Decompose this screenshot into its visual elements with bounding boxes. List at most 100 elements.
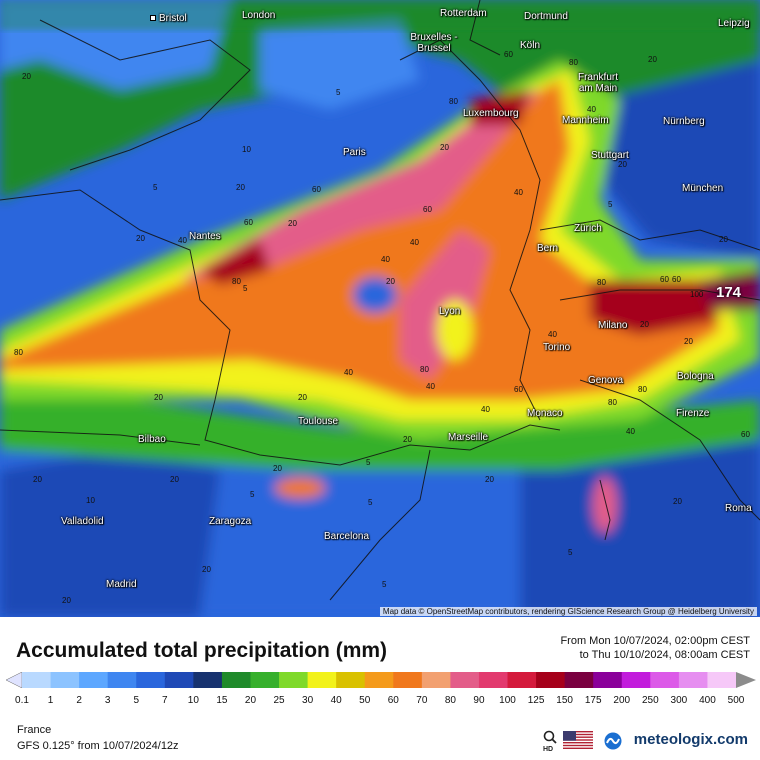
contour-label: 20 xyxy=(202,565,211,574)
contour-label: 20 xyxy=(386,277,395,286)
legend-tick-label: 1 xyxy=(47,695,54,706)
max-value-label: 174 xyxy=(716,284,742,301)
legend-cell xyxy=(336,672,366,688)
legend-cell xyxy=(221,672,251,688)
contour-label: 10 xyxy=(242,145,251,154)
city-munchen[interactable]: München xyxy=(682,183,724,194)
contour-label: 80 xyxy=(420,365,429,374)
city-bruxelles[interactable]: Bruxelles - Brussel xyxy=(410,32,458,54)
city-rotterdam[interactable]: Rotterdam xyxy=(440,8,487,19)
city-marseille[interactable]: Marseille xyxy=(448,432,489,443)
legend-cell xyxy=(393,672,423,688)
city-frankfurt[interactable]: Frankfurt am Main xyxy=(577,72,618,94)
legend-cell xyxy=(621,672,651,688)
time-range-from: From Mon 10/07/2024, 02:00pm CEST xyxy=(560,635,750,647)
contour-label: 80 xyxy=(14,348,23,357)
city-roma[interactable]: Roma xyxy=(725,503,752,514)
contour-label: 40 xyxy=(381,255,390,264)
city-london[interactable]: London xyxy=(242,10,276,21)
legend-tick-label: 50 xyxy=(359,695,371,706)
zoom-hd-icon[interactable]: HD xyxy=(542,730,558,752)
contour-label: 5 xyxy=(366,458,371,467)
legend-tick-label: 30 xyxy=(302,695,314,706)
contour-label: 20 xyxy=(170,475,179,484)
contour-label: 20 xyxy=(62,596,71,605)
city-leipzig[interactable]: Leipzig xyxy=(718,18,750,29)
contour-label: 40 xyxy=(344,368,353,377)
legend-cell xyxy=(22,672,52,688)
time-range-to: to Thu 10/10/2024, 08:00am CEST xyxy=(579,649,750,661)
legend-tick-label: 175 xyxy=(584,695,602,706)
time-range: From Mon 10/07/2024, 02:00pm CEST to Thu… xyxy=(560,634,750,662)
city-koln[interactable]: Köln xyxy=(520,40,541,51)
contour-label: 40 xyxy=(410,238,419,247)
city-luxembourg[interactable]: Luxembourg xyxy=(463,108,519,119)
contour-label: 20 xyxy=(288,219,297,228)
city-milano[interactable]: Milano xyxy=(598,320,628,331)
legend-tick-label: 60 xyxy=(387,695,399,706)
legend-cell xyxy=(79,672,109,688)
city-paris[interactable]: Paris xyxy=(343,147,366,158)
legend-tick-label: 300 xyxy=(670,695,688,706)
city-madrid[interactable]: Madrid xyxy=(106,579,137,590)
legend-cell xyxy=(107,672,137,688)
legend-tick-label: 20 xyxy=(244,695,257,706)
contour-label: 5 xyxy=(153,183,158,192)
legend-tick-label: 70 xyxy=(416,695,428,706)
city-bilbao[interactable]: Bilbao xyxy=(138,434,166,445)
contour-label: 60 xyxy=(312,185,321,194)
contour-label: 60 xyxy=(672,275,681,284)
svg-text:HD: HD xyxy=(543,746,553,752)
legend-tick-label: 7 xyxy=(162,695,168,706)
city-nurnberg[interactable]: Nürnberg xyxy=(663,116,705,127)
city-mannheim[interactable]: Mannheim xyxy=(562,115,609,126)
legend-tick-label: 25 xyxy=(273,695,285,706)
city-barcelona[interactable]: Barcelona xyxy=(324,531,370,542)
legend-cell xyxy=(593,672,623,688)
legend-tick-label: 40 xyxy=(330,695,342,706)
legend-tick-label: 100 xyxy=(499,695,516,706)
contour-label: 20 xyxy=(236,183,245,192)
precipitation-field xyxy=(0,0,760,617)
contour-label: 20 xyxy=(640,320,649,329)
city-dortmund[interactable]: Dortmund xyxy=(524,11,568,22)
legend-tick-label: 5 xyxy=(133,695,140,706)
legend-cell xyxy=(507,672,537,688)
legend-tick-label: 10 xyxy=(187,695,199,706)
legend-tick-label: 80 xyxy=(444,695,456,706)
contour-label: 20 xyxy=(33,475,42,484)
color-legend xyxy=(6,672,756,688)
city-bologna[interactable]: Bologna xyxy=(677,371,714,382)
city-firenze[interactable]: Firenze xyxy=(676,408,710,419)
city-torino[interactable]: Torino xyxy=(543,342,571,353)
brand-name[interactable]: meteologix.com xyxy=(633,731,748,748)
city-marker-icon xyxy=(150,15,156,22)
contour-label: 20 xyxy=(618,160,627,169)
contour-label: 20 xyxy=(719,235,728,244)
city-toulouse[interactable]: Toulouse xyxy=(298,416,339,427)
city-bristol[interactable]: Bristol xyxy=(150,13,187,24)
city-bern[interactable]: Bern xyxy=(537,243,559,254)
city-nantes[interactable]: Nantes xyxy=(189,231,221,242)
us-flag-icon[interactable] xyxy=(563,731,593,749)
legend-cell xyxy=(650,672,680,688)
contour-label: 20 xyxy=(298,393,307,402)
contour-label: 20 xyxy=(136,234,145,243)
contour-label: 20 xyxy=(673,497,682,506)
region-label: France xyxy=(17,724,52,736)
city-zurich[interactable]: Zürich xyxy=(574,223,602,234)
city-zaragoza[interactable]: Zaragoza xyxy=(209,516,252,527)
city-stuttgart[interactable]: Stuttgart xyxy=(591,150,629,161)
city-genova[interactable]: Genova xyxy=(588,375,624,386)
contour-label: 100 xyxy=(690,290,704,299)
legend-cell xyxy=(478,672,509,688)
meteologix-logo-icon xyxy=(604,732,622,750)
city-valladolid[interactable]: Valladolid xyxy=(61,516,104,527)
contour-label: 80 xyxy=(569,58,578,67)
contour-label: 80 xyxy=(608,398,617,407)
city-lyon[interactable]: Lyon xyxy=(439,306,461,317)
contour-label: 5 xyxy=(568,548,573,557)
contour-label: 20 xyxy=(154,393,163,402)
precipitation-map[interactable]: Bristol London Rotterdam Dortmund Leipzi… xyxy=(0,0,760,617)
city-monaco[interactable]: Monaco xyxy=(527,408,563,419)
